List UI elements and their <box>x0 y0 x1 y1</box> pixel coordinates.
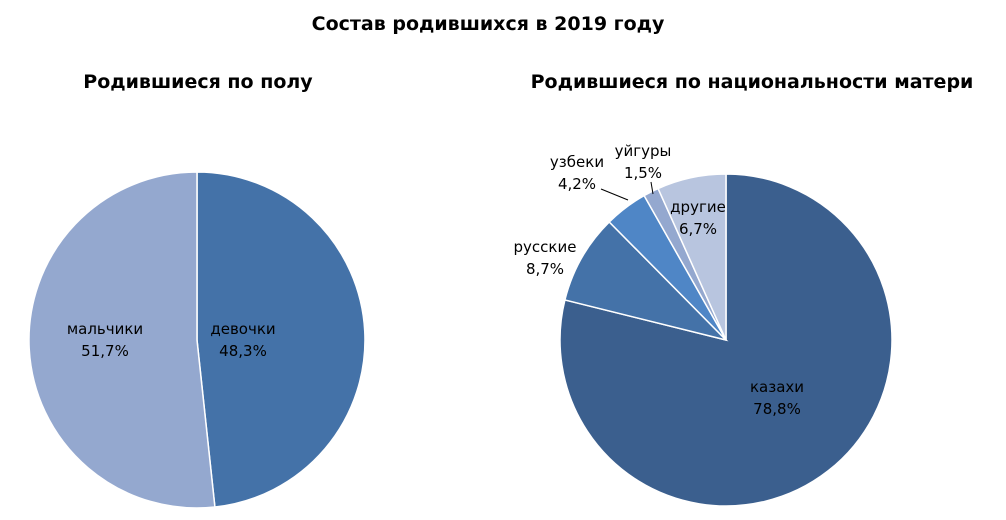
pie-slice <box>657 173 727 341</box>
slice-label: другие <box>670 198 726 216</box>
leader-line <box>650 181 654 195</box>
slice-label: уйгуры <box>615 142 672 160</box>
slice-value-label: 6,7% <box>679 220 717 238</box>
pie-nationality: казахи 78,8% русские 8,7% узбеки 4,2% уйгуры 1,… <box>514 142 893 507</box>
pie-slice <box>28 171 216 509</box>
pie-nationality-title: Родившиеся по национальности матери <box>531 71 974 93</box>
leader-line <box>600 188 629 201</box>
pie-gender-title: Родившиеся по полу <box>83 71 313 93</box>
slice-value-label: 78,8% <box>753 400 801 418</box>
pie-slice <box>196 171 366 508</box>
slice-value-label: 1,5% <box>624 164 662 182</box>
slice-label: узбеки <box>550 153 604 171</box>
slice-label: русские <box>514 238 577 256</box>
slice-label: казахи <box>750 378 804 396</box>
pie-slice <box>564 220 729 342</box>
pie-gender: девочки 48,3% мальчики 51,7% <box>28 171 366 509</box>
slice-value-label: 51,7% <box>81 342 129 360</box>
slice-value-label: 4,2% <box>558 175 596 193</box>
slice-value-label: 48,3% <box>219 342 267 360</box>
chart-title: Состав родившихся в 2019 году <box>312 13 665 35</box>
slice-label: мальчики <box>67 320 143 338</box>
slice-label: девочки <box>210 320 275 338</box>
slice-value-label: 8,7% <box>526 260 564 278</box>
pie-slice <box>559 173 893 507</box>
